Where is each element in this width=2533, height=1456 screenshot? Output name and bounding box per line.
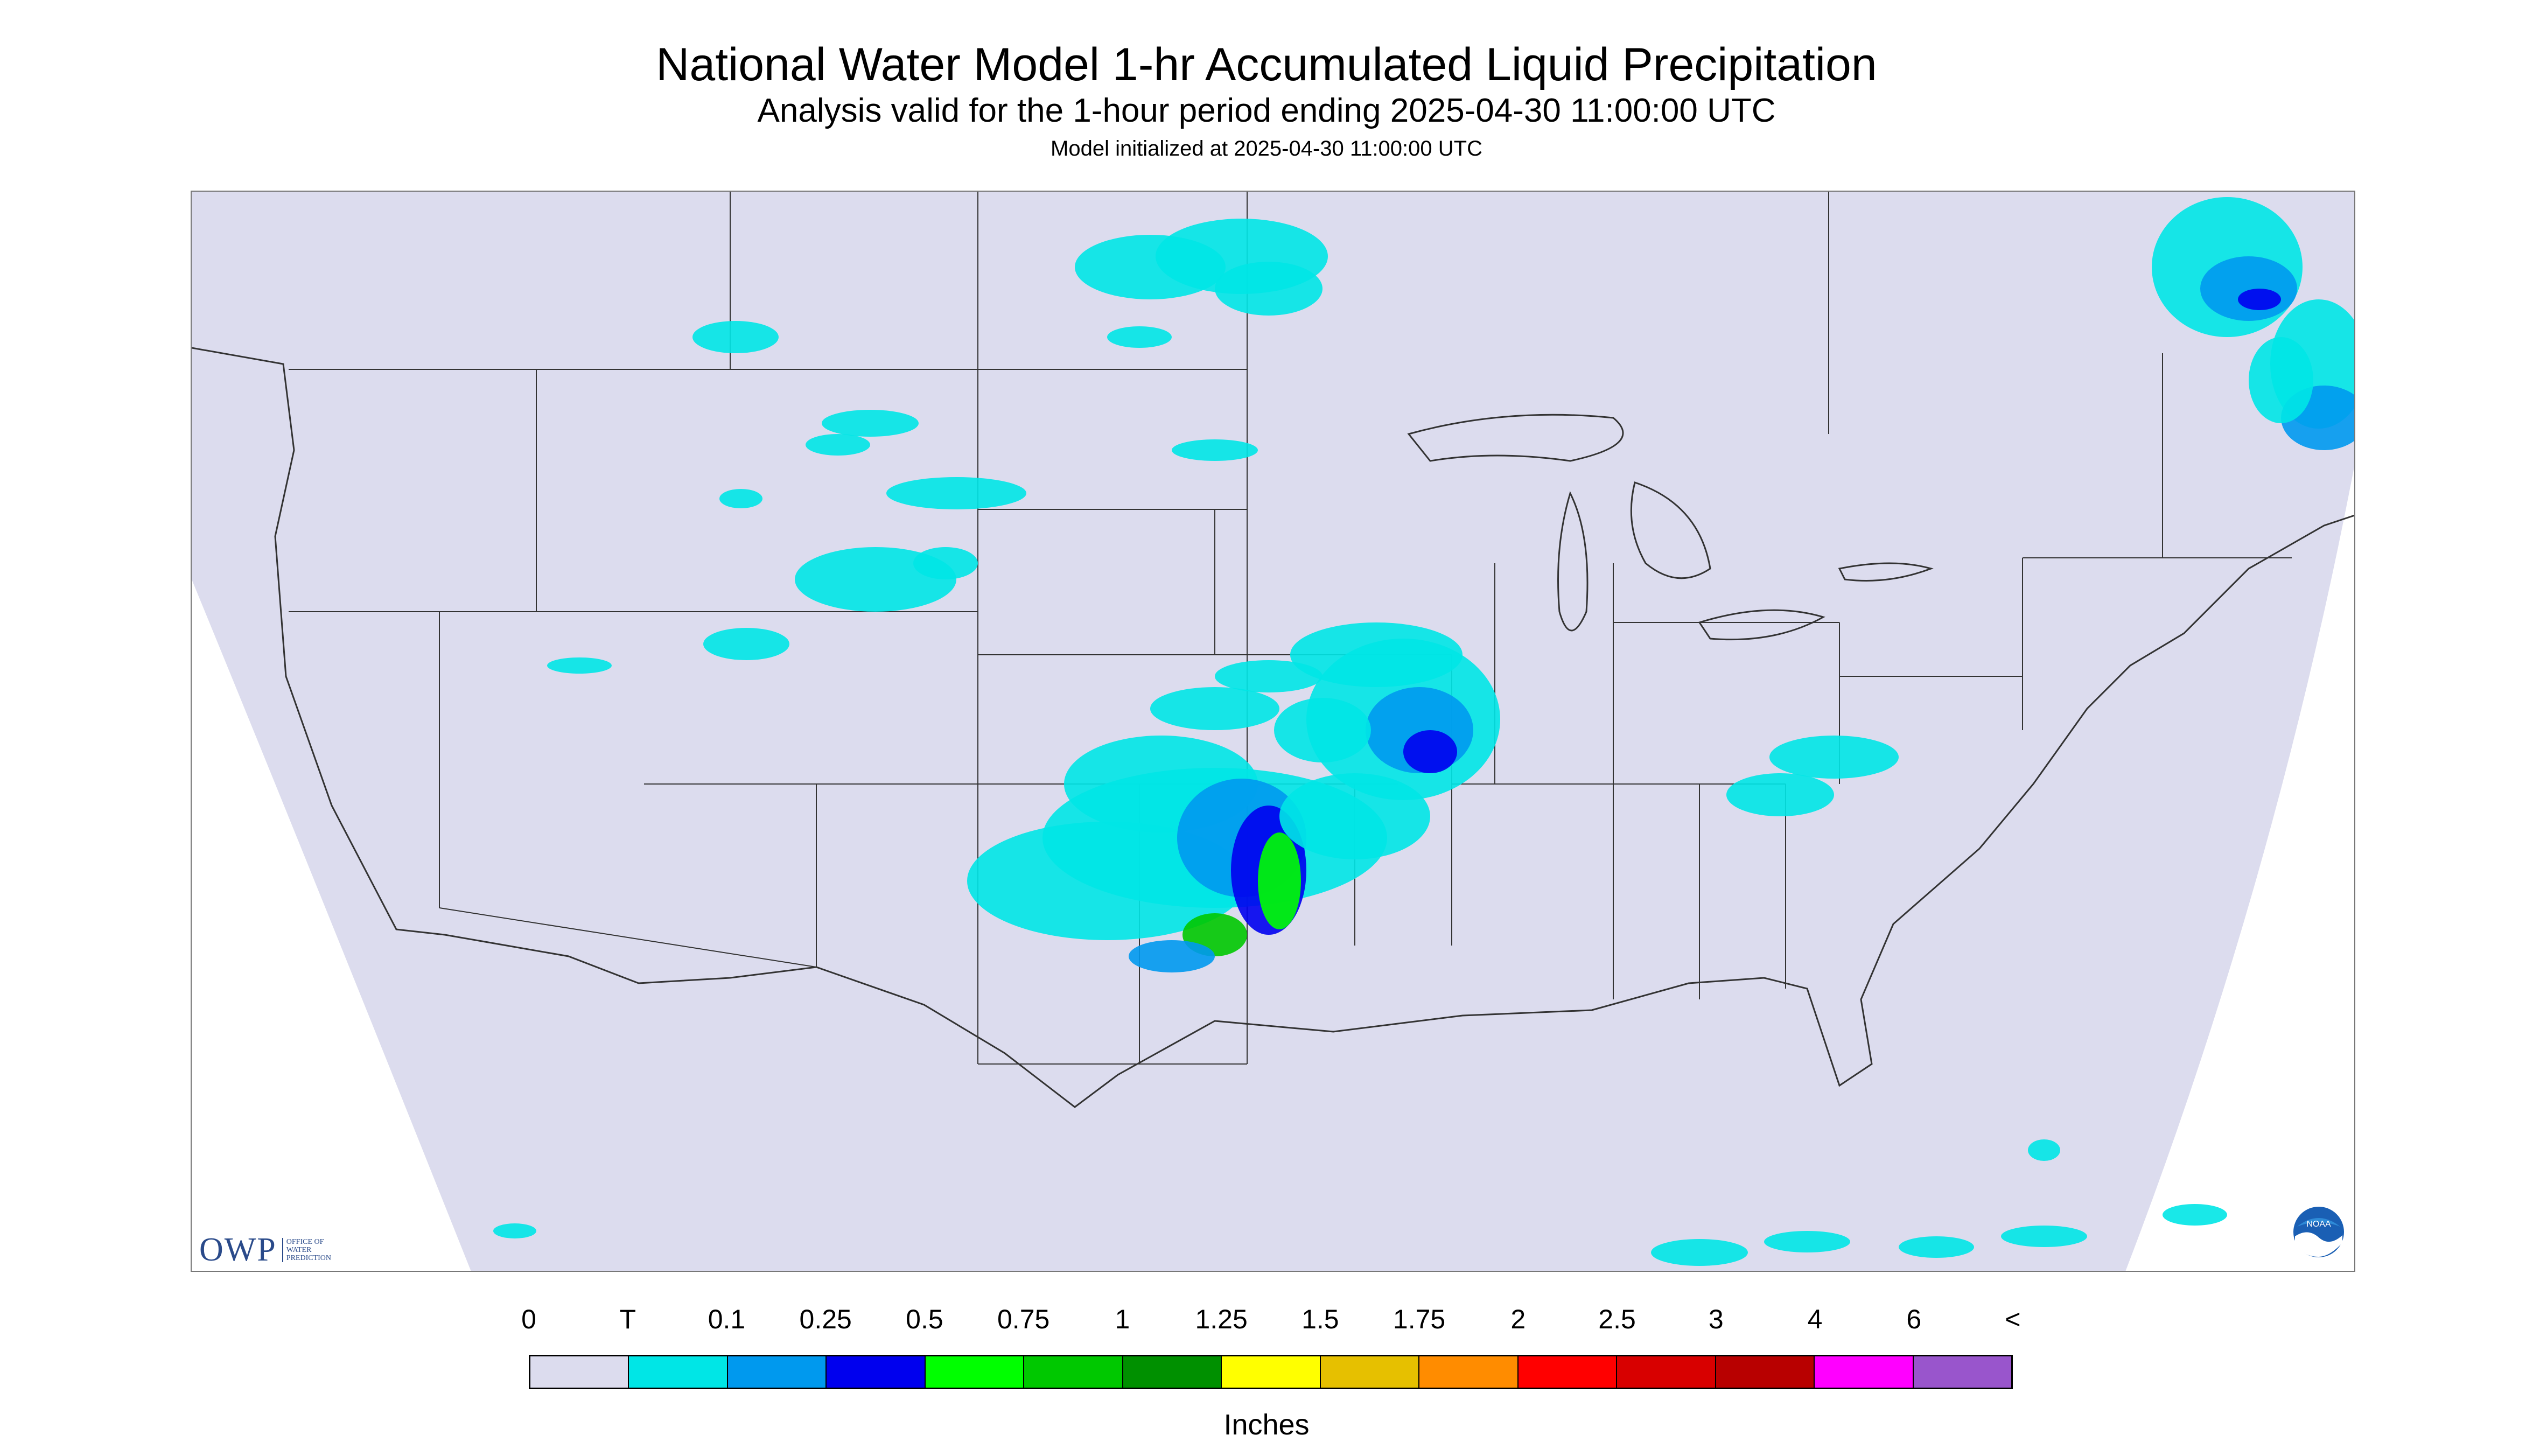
precip-area: [806, 434, 870, 456]
noaa-logo: NOAA: [2292, 1205, 2346, 1262]
precip-area: [886, 477, 1026, 509]
legend-swatch: [530, 1356, 629, 1388]
legend-label: 1.25: [1195, 1304, 1248, 1334]
precip-area: [719, 489, 762, 508]
legend-swatch: [1815, 1356, 1914, 1388]
owp-mark: OWP: [199, 1231, 277, 1268]
legend-swatch: [1320, 1356, 1420, 1388]
precip-area: [1403, 730, 1457, 773]
legend-swatch: [1716, 1356, 1815, 1388]
legend-swatch: [1222, 1356, 1321, 1388]
precip-area: [1769, 736, 1899, 779]
legend-label: 0: [521, 1304, 536, 1334]
legend-swatch: [925, 1356, 1025, 1388]
legend-swatch: [1419, 1356, 1519, 1388]
legend-swatch: [629, 1356, 728, 1388]
legend-label: 1: [1115, 1304, 1130, 1334]
legend-colorbar: [529, 1355, 2013, 1389]
precip-area: [2249, 337, 2313, 423]
precip-area: [1258, 832, 1301, 929]
lake-huron: [1630, 481, 1711, 579]
precip-area: [2200, 256, 2297, 321]
precip-area: [1899, 1236, 1974, 1258]
state-boundary-line: [439, 907, 817, 968]
precip-area: [1764, 1231, 1850, 1252]
owp-subtext: OFFICE OF WATER PREDICTION: [282, 1238, 331, 1262]
precip-area: [2028, 1139, 2060, 1161]
precip-area: [1215, 262, 1323, 316]
lake-ontario: [1838, 562, 1934, 582]
owp-logo: OWP OFFICE OF WATER PREDICTION: [199, 1231, 331, 1269]
precip-area: [2001, 1226, 2087, 1247]
us-outline: [192, 347, 2354, 1108]
precip-area: [822, 410, 919, 437]
valid-period-subtitle: Analysis valid for the 1-hour period end…: [757, 92, 1776, 129]
legend-swatch: [1913, 1356, 2012, 1388]
legend-label: 2: [1510, 1304, 1526, 1334]
legend-swatch: [1123, 1356, 1222, 1388]
page-title: National Water Model 1-hr Accumulated Li…: [656, 39, 1877, 90]
legend-label: 1.75: [1393, 1304, 1446, 1334]
map-canvas: [192, 192, 2354, 1271]
lake-superior: [1407, 414, 1624, 462]
precip-area: [1129, 940, 1215, 972]
lake-erie: [1698, 609, 1825, 641]
legend-label: T: [619, 1304, 636, 1334]
precip-area: [2238, 289, 2281, 310]
precip-area: [1215, 660, 1323, 692]
legend-label: 0.25: [799, 1304, 852, 1334]
legend-label: 3: [1708, 1304, 1724, 1334]
legend-label: 4: [1807, 1304, 1823, 1334]
precip-area: [692, 321, 779, 353]
precip-area: [2163, 1204, 2227, 1226]
precip-area: [1150, 687, 1279, 730]
precip-area: [493, 1223, 536, 1238]
legend-labels: 0 T 0.1 0.25 0.5 0.75 1 1.25 1.5 1.75 2 2.5 3 4 6 <: [521, 1303, 2144, 1341]
legend-label: 1.5: [1302, 1304, 1339, 1334]
legend-swatch: [1617, 1356, 1716, 1388]
precipitation-map: [191, 191, 2355, 1272]
precip-area: [1726, 773, 1834, 816]
precip-area: [1279, 773, 1430, 859]
legend-label: 6: [1906, 1304, 1922, 1334]
legend-swatch: [827, 1356, 926, 1388]
precip-area: [1172, 439, 1258, 461]
legend-label: 0.5: [906, 1304, 943, 1334]
legend-swatch: [727, 1356, 827, 1388]
legend-swatch: [1518, 1356, 1618, 1388]
precip-area: [967, 822, 1247, 940]
model-init-text: Model initialized at 2025-04-30 11:00:00…: [1051, 137, 1482, 160]
legend-label: <: [2005, 1304, 2021, 1334]
precip-area: [1651, 1239, 1748, 1266]
legend-label: 0.75: [997, 1304, 1050, 1334]
noaa-text: NOAA: [2306, 1220, 2331, 1229]
legend-label: 0.1: [708, 1304, 746, 1334]
legend-units: Inches: [1223, 1409, 1310, 1441]
projection-area: [192, 192, 2354, 1271]
precip-area: [1107, 326, 1172, 348]
precip-area: [1274, 698, 1371, 762]
precipitation-overlay: [493, 197, 2354, 1266]
legend-label: 2.5: [1598, 1304, 1636, 1334]
precip-area: [547, 657, 612, 674]
precip-area: [703, 628, 789, 660]
precip-area: [913, 547, 978, 579]
legend-swatch: [1024, 1356, 1123, 1388]
lake-michigan: [1557, 491, 1589, 632]
